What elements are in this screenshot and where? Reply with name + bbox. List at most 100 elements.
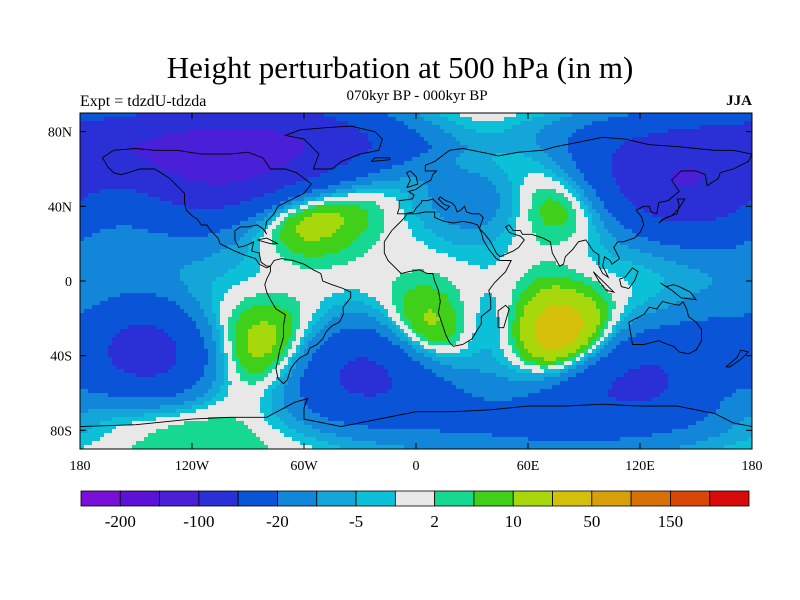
contour-cell <box>412 269 425 274</box>
contour-cell <box>248 249 261 254</box>
contour-cell <box>516 301 529 306</box>
contour-cell <box>612 169 677 174</box>
contour-cell <box>132 149 305 154</box>
contour-cell <box>592 217 601 222</box>
contour-cell <box>340 381 393 386</box>
contour-cell <box>80 397 197 402</box>
contour-cell <box>160 197 253 202</box>
contour-cell <box>364 229 385 234</box>
contour-cell <box>528 209 541 214</box>
contour-cell <box>680 445 725 450</box>
contour-cell <box>276 249 293 254</box>
contour-cell <box>232 313 241 318</box>
contour-cell <box>704 173 753 178</box>
contour-cell <box>580 197 589 202</box>
contour-cell <box>228 385 269 390</box>
contour-cell <box>440 213 497 218</box>
contour-cell <box>552 285 561 290</box>
contour-cell <box>184 281 213 286</box>
contour-cell <box>272 381 281 386</box>
contour-cell <box>80 137 153 142</box>
contour-cell <box>468 345 501 350</box>
contour-cell <box>304 253 325 258</box>
contour-cell <box>260 253 281 258</box>
contour-cell <box>188 177 249 182</box>
contour-cell <box>356 237 381 242</box>
contour-cell <box>312 337 329 342</box>
contour-cell <box>420 153 461 158</box>
contour-cell <box>712 277 753 282</box>
contour-cell <box>276 245 289 250</box>
contour-cell <box>276 217 285 222</box>
contour-cell <box>228 393 265 398</box>
contour-cell <box>288 409 313 414</box>
contour-cell <box>532 369 545 374</box>
contour-cell <box>720 433 753 438</box>
contour-cell <box>496 313 509 318</box>
contour-cell <box>80 145 133 150</box>
contour-cell <box>244 365 269 370</box>
contour-cell <box>552 121 593 126</box>
contour-cell <box>524 357 545 362</box>
contour-cell <box>628 113 753 118</box>
contour-cell <box>708 285 753 290</box>
contour-cell <box>212 285 233 290</box>
contour-cell <box>264 393 273 398</box>
contour-cell <box>584 213 593 218</box>
contour-cell <box>500 205 513 210</box>
contour-cell <box>728 213 753 218</box>
contour-cell <box>400 313 405 318</box>
contour-cell <box>116 425 169 430</box>
contour-cell <box>288 209 297 214</box>
contour-cell <box>556 161 577 166</box>
contour-cell <box>328 321 381 326</box>
contour-cell <box>468 341 501 346</box>
contour-cell <box>200 305 213 310</box>
contour-cell <box>356 357 369 362</box>
contour-cell <box>376 393 473 398</box>
contour-cell <box>516 281 533 286</box>
contour-cell <box>404 293 449 298</box>
contour-cell <box>588 225 597 230</box>
contour-cell <box>616 377 669 382</box>
contour-cell <box>472 333 501 338</box>
contour-cell <box>304 209 369 214</box>
contour-cell <box>660 365 753 370</box>
contour-cell <box>284 349 289 354</box>
contour-cell <box>400 177 417 182</box>
contour-cell <box>476 317 501 322</box>
contour-cell <box>588 249 609 254</box>
contour-cell <box>136 441 265 446</box>
contour-cell <box>168 169 273 174</box>
contour-cell <box>260 269 413 274</box>
contour-cell <box>212 337 221 342</box>
contour-cell <box>520 193 533 198</box>
contour-cell <box>452 301 465 306</box>
contour-cell <box>632 309 657 314</box>
contour-cell <box>132 225 233 230</box>
contour-cell <box>692 165 753 170</box>
contour-cell <box>432 121 457 126</box>
contour-cell <box>544 345 565 350</box>
contour-cell <box>596 353 609 358</box>
contour-cell <box>308 361 349 366</box>
contour-cell <box>296 329 305 334</box>
contour-cell <box>428 321 437 326</box>
contour-cell <box>248 369 265 374</box>
contour-cell <box>132 421 185 426</box>
contour-cell <box>80 281 185 286</box>
contour-cell <box>644 209 737 214</box>
contour-cell <box>236 241 253 246</box>
contour-cell <box>528 285 553 290</box>
contour-cell <box>516 217 529 222</box>
contour-cell <box>668 305 753 310</box>
contour-cell <box>688 425 733 430</box>
contour-cell <box>260 405 273 410</box>
contour-cell <box>252 325 277 330</box>
contour-cell <box>272 221 281 226</box>
contour-cell <box>80 173 181 178</box>
contour-cell <box>568 137 633 142</box>
contour-cell <box>588 349 593 354</box>
contour-cell <box>264 229 273 234</box>
contour-cell <box>568 217 577 222</box>
